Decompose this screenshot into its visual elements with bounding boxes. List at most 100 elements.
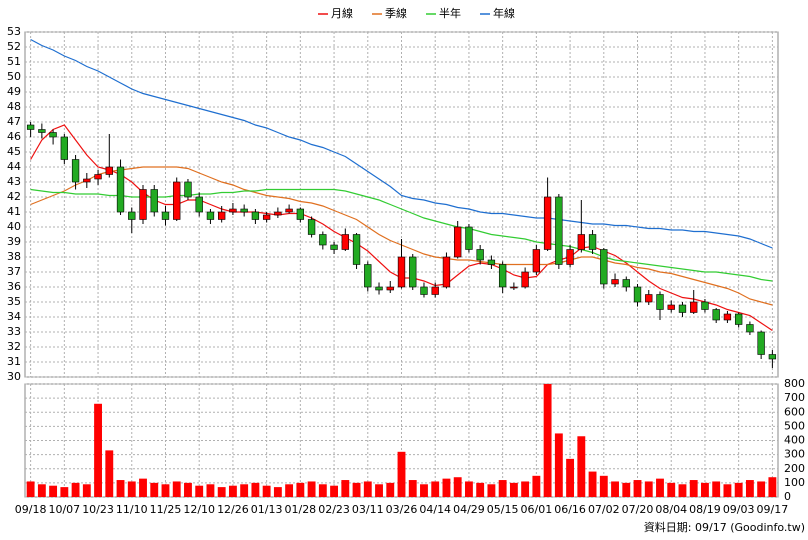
- volume-bar: [139, 478, 147, 497]
- candle-body: [319, 234, 327, 246]
- legend-label: 年線: [493, 6, 515, 20]
- volume-bar: [644, 481, 653, 497]
- ma-line: [30, 38, 773, 249]
- volume-bar: [285, 484, 294, 497]
- candle-body: [397, 256, 406, 288]
- y2-tick-label: 100: [784, 476, 805, 489]
- x-tick-label: 12/10: [183, 503, 215, 516]
- volume-bar: [588, 471, 597, 497]
- x-tick-label: 12/26: [217, 503, 249, 516]
- candle-body: [375, 286, 383, 291]
- volume-bar: [386, 482, 395, 497]
- volume-bar: [307, 481, 316, 497]
- candle-body: [296, 208, 305, 220]
- x-tick-label: 10/23: [82, 503, 114, 516]
- y-tick-label: 46: [7, 130, 21, 143]
- x-tick-label: 06/16: [554, 503, 586, 516]
- candle-body: [116, 166, 125, 213]
- y-tick-label: 52: [7, 40, 21, 53]
- y-tick-label: 48: [7, 100, 21, 113]
- y-tick-label: 51: [7, 55, 21, 68]
- candle-body: [262, 214, 271, 220]
- y2-tick-label: 500: [784, 419, 805, 432]
- volume-bar: [150, 482, 159, 497]
- volume-bar: [701, 482, 709, 497]
- volume-bar: [318, 484, 327, 497]
- y-tick-label: 50: [7, 70, 21, 83]
- candle-body: [352, 234, 361, 265]
- candle-body: [330, 244, 338, 250]
- candle-body: [206, 211, 215, 220]
- candle-body: [307, 219, 316, 235]
- candle-body: [532, 249, 541, 273]
- x-tick-label: 09/18: [15, 503, 47, 516]
- y-tick-label: 40: [7, 220, 21, 233]
- x-tick-label: 07/20: [622, 503, 654, 516]
- candle-body: [690, 301, 698, 313]
- candle-body: [195, 196, 203, 213]
- candle-body: [49, 132, 57, 138]
- candle-body: [71, 159, 80, 183]
- volume-bar: [464, 481, 473, 497]
- candle-body: [465, 226, 473, 250]
- volume-bar: [566, 458, 575, 497]
- candle-body: [712, 309, 720, 321]
- x-tick-label: 04/29: [453, 503, 485, 516]
- y-tick-label: 43: [7, 175, 21, 188]
- y-tick-label: 32: [7, 340, 21, 353]
- x-tick-label: 08/04: [655, 503, 687, 516]
- candle-body: [364, 264, 372, 288]
- volume-bar: [678, 484, 687, 497]
- volume-bar: [127, 481, 136, 497]
- volume-bar: [487, 484, 496, 497]
- y2-tick-label: 300: [784, 448, 805, 461]
- candle-body: [645, 294, 653, 303]
- legend-label: 月線: [331, 6, 353, 20]
- candle-body: [431, 286, 439, 295]
- candle-body: [734, 313, 743, 325]
- candle-body: [251, 211, 260, 220]
- volume-bar: [296, 482, 305, 497]
- candle-body: [229, 208, 237, 213]
- y-tick-label: 35: [7, 295, 21, 308]
- candle-body: [577, 234, 585, 250]
- volume-bar: [633, 480, 642, 497]
- volume-bar: [757, 481, 766, 497]
- volume-bar: [71, 482, 80, 497]
- y2-tick-label: 600: [784, 405, 805, 418]
- volume-bar: [577, 436, 586, 497]
- volume-bar: [689, 480, 698, 497]
- volume-bar: [217, 487, 226, 497]
- volume-bar: [330, 485, 339, 497]
- candle-body: [498, 264, 507, 288]
- x-tick-label: 03/11: [352, 503, 384, 516]
- candle-body: [161, 211, 170, 220]
- x-tick-label: 09/03: [723, 503, 755, 516]
- volume-bar: [37, 484, 46, 497]
- x-tick-label: 10/07: [48, 503, 80, 516]
- volume-bar: [82, 484, 91, 497]
- volume-bar: [667, 482, 676, 497]
- volume-bar: [184, 482, 192, 497]
- y-tick-label: 42: [7, 190, 21, 203]
- candle-body: [60, 136, 69, 160]
- y-tick-label: 44: [7, 160, 21, 173]
- x-tick-label: 07/02: [588, 503, 620, 516]
- volume-bar: [723, 484, 732, 497]
- volume-bar: [768, 477, 777, 497]
- volume-bar: [622, 482, 631, 497]
- candle-body: [588, 234, 597, 250]
- volume-bar: [476, 482, 485, 497]
- candle-body: [386, 286, 394, 291]
- volume-bar: [498, 480, 507, 497]
- volume-bar: [240, 484, 249, 497]
- volume-bar: [116, 480, 125, 497]
- x-tick-label: 02/23: [318, 503, 350, 516]
- y2-tick-label: 800: [784, 377, 805, 390]
- volume-bar: [420, 484, 428, 497]
- y-tick-label: 49: [7, 85, 21, 98]
- volume-bar: [611, 481, 619, 497]
- candle-body: [442, 256, 451, 288]
- candle-body: [409, 256, 417, 288]
- y-tick-label: 30: [7, 370, 21, 383]
